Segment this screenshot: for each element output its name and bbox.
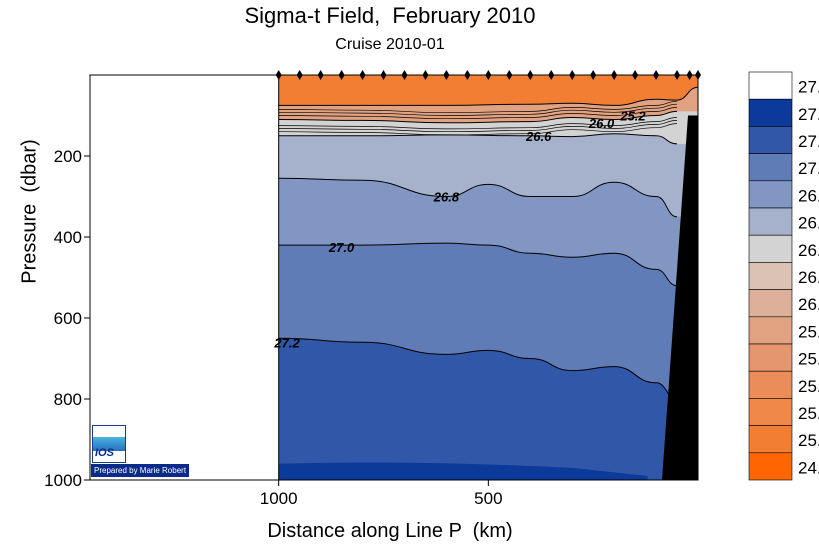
- x-axis-label: Distance along Line P (km): [267, 520, 513, 542]
- contour-25-2: [278, 86, 699, 106]
- isoline-minor: [278, 120, 678, 133]
- contour-26: [278, 110, 678, 124]
- isoline-minor: [278, 123, 678, 136]
- plot-border: [89, 74, 699, 481]
- station-marker: [359, 70, 366, 80]
- legend-label: 26.6: [798, 214, 819, 233]
- contour-label-26-6: 26.6: [525, 129, 552, 144]
- legend-swatch: [748, 207, 793, 236]
- x-tick-label: 1000: [260, 489, 298, 508]
- legend-label: 24.8: [798, 458, 819, 477]
- y-tick-label: 600: [54, 309, 82, 328]
- legend-swatch: [748, 234, 793, 263]
- legend-label: 25.0: [798, 431, 819, 450]
- isoline-minor: [278, 103, 678, 116]
- station-marker: [653, 70, 660, 80]
- legend-label: 27.2: [798, 132, 819, 151]
- station-marker: [590, 70, 597, 80]
- legend-swatch: [748, 425, 793, 454]
- isoline-minor: [278, 107, 678, 120]
- legend-swatch: [748, 370, 793, 399]
- station-marker: [632, 70, 639, 80]
- legend-swatch: [748, 262, 793, 290]
- station-marker: [506, 70, 513, 80]
- y-tick-label: 200: [54, 147, 82, 166]
- fill-above-25-2: [278, 75, 698, 106]
- legend-swatch: [748, 180, 793, 209]
- station-marker: [380, 70, 387, 80]
- legend-swatch: [748, 98, 793, 127]
- land-mask: [662, 115, 698, 480]
- legend-label: 27.0: [798, 159, 819, 178]
- station-marker: [422, 70, 429, 80]
- station-marker: [485, 70, 492, 80]
- y-tick-label: 1000: [44, 471, 82, 490]
- contour-27-2: [278, 337, 678, 400]
- legend-swatch: [748, 126, 793, 154]
- chart-subtitle: Cruise 2010-01: [335, 36, 445, 53]
- station-marker: [695, 70, 701, 80]
- contour-label-25-2: 25.2: [619, 109, 646, 124]
- chart-title: Sigma-t Field, February 2010: [244, 3, 536, 28]
- color-legend: 27.6 27.4 27.2 27.0 26.8 26.6 26.4 26.2 26.0 25.8…: [748, 71, 819, 481]
- contour-label-27-2: 27.2: [273, 335, 300, 350]
- credit-label: Prepared by Marie Robert: [91, 464, 190, 477]
- station-marker: [464, 70, 471, 80]
- x-tick-label: 500: [474, 489, 502, 508]
- plot-frame: [89, 74, 699, 481]
- contour-labels: 25.2 26.0 26.6 26.8 27.0 27.2: [273, 109, 646, 351]
- contour-26-8: [278, 177, 678, 218]
- legend-swatch: [748, 316, 793, 345]
- station-marker: [275, 70, 282, 80]
- station-marker: [401, 70, 408, 80]
- station-marker: [296, 70, 303, 80]
- station-marker: [443, 70, 450, 80]
- contour-26-6: [278, 133, 678, 145]
- y-axis: 200 400 600 800 1000: [44, 147, 90, 490]
- fill-bottom: [278, 462, 648, 480]
- x-axis: 1000 500: [260, 480, 503, 508]
- station-marker: [611, 70, 618, 80]
- legend-label: 26.8: [798, 186, 819, 205]
- station-marker: [338, 70, 345, 80]
- legend-swatch: [748, 153, 793, 182]
- ios-logo: [92, 425, 126, 463]
- station-marker: [686, 70, 693, 80]
- y-tick-label: 400: [54, 228, 82, 247]
- legend-label: 26.2: [798, 268, 819, 287]
- legend-swatch: [748, 398, 793, 426]
- station-markers: [275, 70, 701, 80]
- legend-swatch: [748, 289, 793, 318]
- y-tick-label: 800: [54, 390, 82, 409]
- legend-label: 25.8: [798, 322, 819, 341]
- contour-label-26-0: 26.0: [588, 116, 615, 131]
- station-marker: [548, 70, 555, 80]
- legend-label: 25.4: [798, 377, 819, 396]
- contour-27: [278, 242, 678, 287]
- station-marker: [569, 70, 576, 80]
- ios-logo-text: IOS: [95, 447, 114, 459]
- contour-label-27-0: 27.0: [328, 240, 355, 255]
- station-marker: [317, 70, 324, 80]
- legend-label: 27.6: [798, 78, 819, 97]
- legend-swatch: [748, 452, 793, 481]
- isoline-minor: [278, 117, 678, 130]
- legend-swatch: [748, 71, 793, 100]
- legend-label: 27.4: [798, 105, 819, 124]
- contour-lines: [278, 86, 699, 400]
- legend-label: 26.0: [798, 295, 819, 314]
- legend-swatch: [748, 343, 793, 372]
- station-marker: [527, 70, 534, 80]
- legend-label: 25.6: [798, 350, 819, 369]
- legend-label: 25.2: [798, 404, 819, 423]
- isoline-minor: [278, 100, 678, 114]
- legend-label: 26.4: [798, 241, 819, 260]
- station-marker: [674, 70, 681, 80]
- contour-label-26-8: 26.8: [433, 190, 460, 205]
